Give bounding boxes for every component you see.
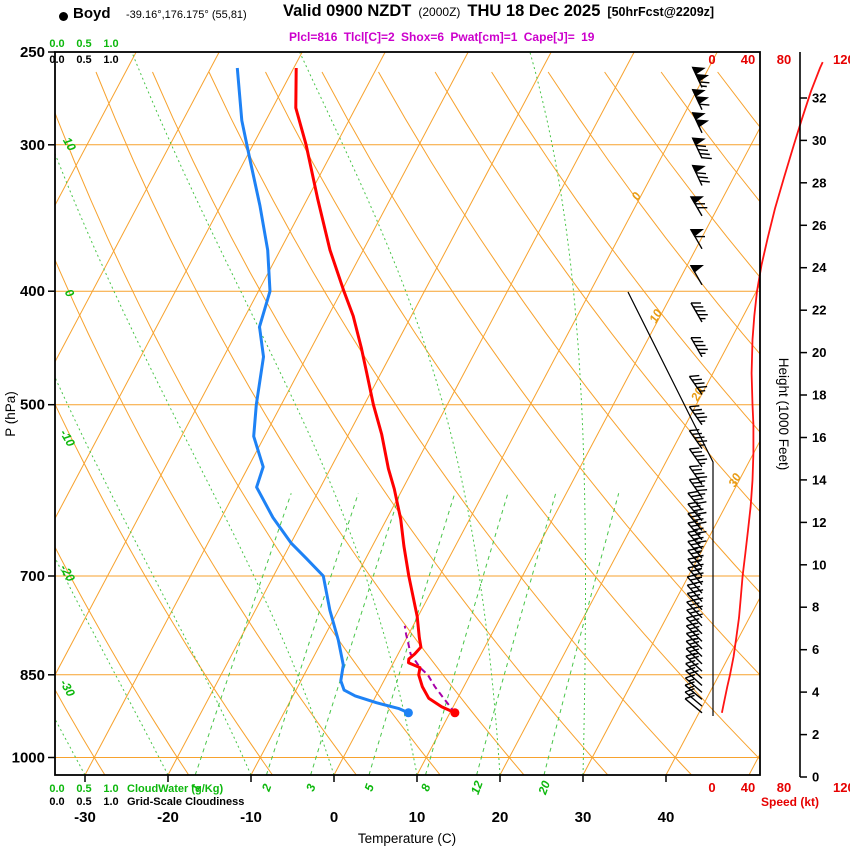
svg-text:0: 0 (330, 809, 338, 826)
svg-text:700: 700 (20, 568, 45, 585)
svg-text:P (hPa): P (hPa) (3, 391, 18, 437)
svg-text:5: 5 (362, 782, 378, 793)
svg-text:2: 2 (812, 727, 819, 742)
svg-text:10: 10 (409, 809, 426, 826)
svg-text:18: 18 (812, 388, 826, 403)
svg-text:-30: -30 (74, 809, 96, 826)
svg-text:0.0: 0.0 (49, 783, 64, 795)
svg-text:40: 40 (741, 780, 755, 795)
svg-text:-20: -20 (157, 809, 179, 826)
svg-text:CloudWater (g/Kg): CloudWater (g/Kg) (127, 783, 223, 795)
svg-text:0: 0 (629, 190, 645, 203)
svg-text:1.0: 1.0 (103, 38, 118, 50)
svg-text:0.5: 0.5 (76, 54, 91, 66)
svg-text:30: 30 (575, 809, 592, 826)
svg-text:-20: -20 (57, 562, 78, 584)
svg-text:Temperature (C): Temperature (C) (358, 831, 456, 846)
svg-text:850: 850 (20, 667, 45, 684)
wind-speed-curve (722, 62, 823, 713)
svg-text:8: 8 (812, 600, 819, 615)
svg-text:500: 500 (20, 397, 45, 414)
svg-text:10: 10 (812, 557, 826, 572)
svg-text:0: 0 (708, 52, 715, 67)
svg-text:0.0: 0.0 (49, 54, 64, 66)
svg-text:30: 30 (725, 471, 744, 490)
svg-text:1000: 1000 (12, 750, 45, 767)
svg-text:16: 16 (812, 430, 826, 445)
svg-text:250: 250 (20, 44, 45, 61)
svg-text:40: 40 (741, 52, 755, 67)
wind-barbs (685, 67, 712, 712)
svg-text:Height (1000 Feet): Height (1000 Feet) (776, 358, 791, 471)
svg-text:26: 26 (812, 218, 826, 233)
orange-grid (0, 52, 850, 775)
svg-text:20: 20 (812, 345, 826, 360)
svg-text:0.0: 0.0 (49, 38, 64, 50)
svg-text:20: 20 (492, 809, 509, 826)
svg-text:6: 6 (812, 642, 819, 657)
boundary-line (628, 292, 713, 716)
svg-text:0.5: 0.5 (76, 38, 91, 50)
svg-text:0: 0 (812, 770, 819, 785)
svg-text:28: 28 (812, 175, 826, 190)
svg-text:1.0: 1.0 (103, 54, 118, 66)
svg-text:120: 120 (833, 780, 850, 795)
svg-text:22: 22 (812, 303, 826, 318)
dewpoint-curve (237, 68, 408, 713)
svg-text:Speed (kt): Speed (kt) (761, 795, 819, 809)
svg-text:0: 0 (62, 287, 78, 300)
temperature-curve (296, 68, 455, 713)
svg-text:8: 8 (418, 782, 434, 793)
svg-text:1.0: 1.0 (103, 783, 118, 795)
svg-text:0: 0 (708, 780, 715, 795)
svg-text:12: 12 (812, 515, 826, 530)
surface-dewpoint-dot (404, 708, 413, 717)
surface-temperature-dot (450, 708, 459, 717)
svg-text:Grid-Scale Cloudiness: Grid-Scale Cloudiness (127, 796, 244, 808)
svg-text:-10: -10 (240, 809, 262, 826)
svg-text:24: 24 (812, 260, 827, 275)
svg-text:1.0: 1.0 (103, 796, 118, 808)
svg-text:0.5: 0.5 (76, 796, 91, 808)
svg-text:30: 30 (812, 133, 826, 148)
svg-text:32: 32 (812, 91, 826, 106)
svg-text:4: 4 (812, 685, 820, 700)
svg-text:0.5: 0.5 (76, 783, 91, 795)
svg-text:-30: -30 (57, 677, 78, 699)
svg-text:40: 40 (658, 809, 675, 826)
svg-text:0.0: 0.0 (49, 796, 64, 808)
svg-text:10: 10 (60, 135, 79, 154)
svg-text:2: 2 (259, 782, 275, 794)
svg-text:80: 80 (777, 780, 791, 795)
svg-text:120: 120 (833, 52, 850, 67)
svg-text:3: 3 (303, 782, 319, 793)
svg-text:20: 20 (535, 779, 553, 798)
svg-text:14: 14 (812, 472, 827, 487)
svg-text:12: 12 (468, 779, 486, 797)
svg-text:80: 80 (777, 52, 791, 67)
svg-text:10: 10 (646, 307, 665, 326)
svg-text:400: 400 (20, 283, 45, 300)
svg-text:300: 300 (20, 137, 45, 154)
